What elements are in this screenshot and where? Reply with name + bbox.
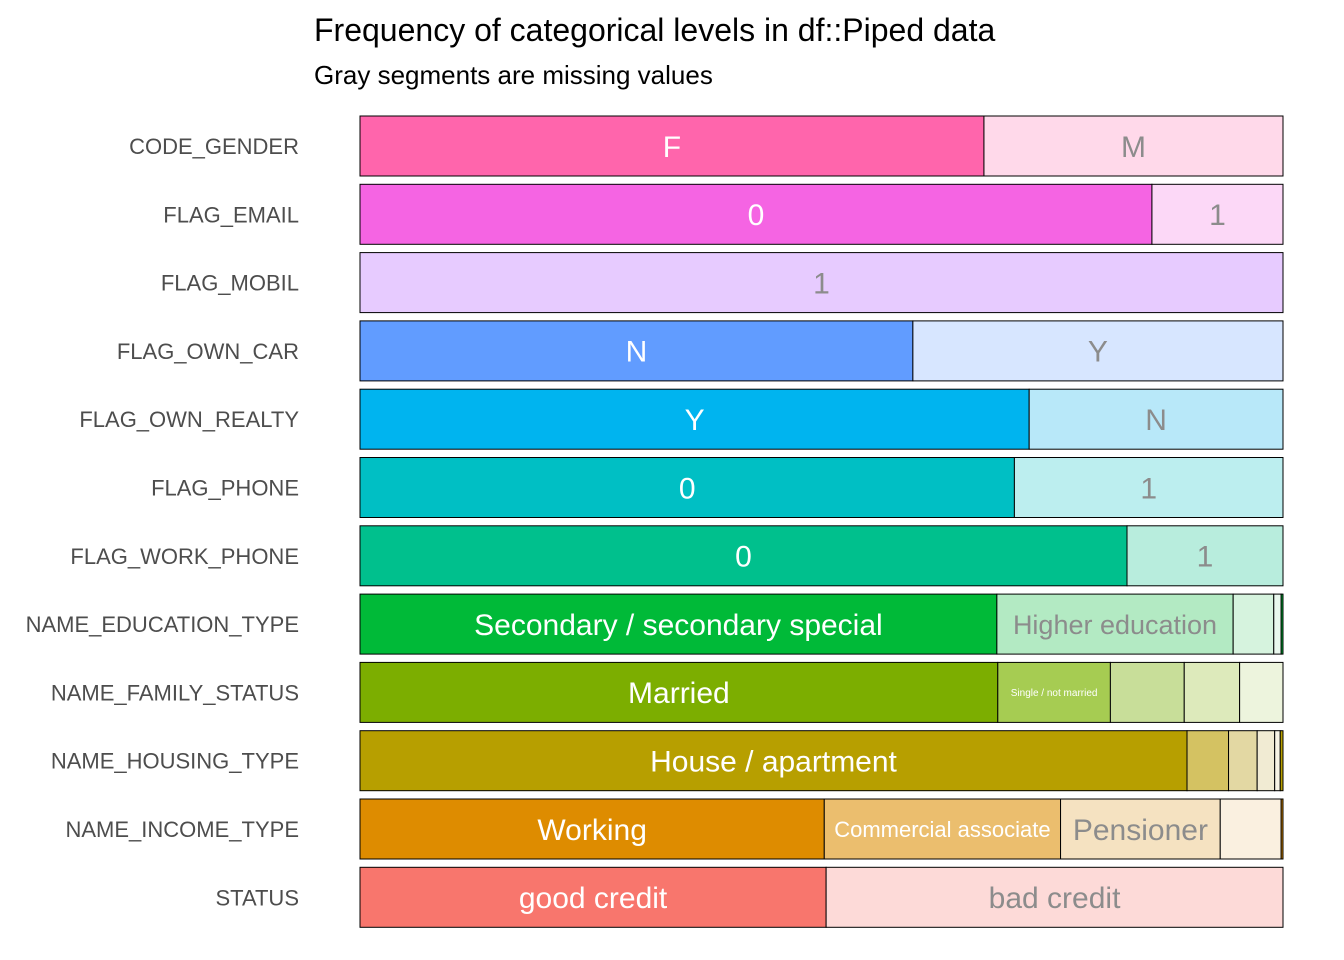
bar-segment [1183, 661, 1241, 723]
bar-segment [1274, 730, 1281, 792]
bar-row: FLAG_PHONE 0 1 [151, 457, 1284, 518]
bar-segment [359, 525, 1128, 587]
chart-subtitle: Gray segments are missing values [314, 60, 713, 90]
bar-row: FLAG_WORK_PHONE 0 1 [70, 525, 1284, 587]
segment-label: 0 [679, 472, 696, 505]
segment-label: 1 [1197, 541, 1214, 574]
bar-segment [823, 798, 1062, 860]
bar-segment [1060, 798, 1221, 860]
segment-label: good credit [519, 882, 668, 915]
bar-segment [825, 866, 1284, 928]
segment-label: F [663, 131, 681, 164]
bar-segment [1273, 593, 1282, 655]
bar-segment [359, 798, 825, 860]
y-axis-label: NAME_FAMILY_STATUS [51, 680, 299, 705]
segment-label: 1 [813, 267, 830, 300]
bar-row: NAME_INCOME_TYPE Working Commercial associ… [66, 798, 1284, 860]
y-axis-label: STATUS [215, 885, 299, 910]
y-axis-label: FLAG_MOBIL [161, 271, 299, 296]
bar-row: FLAG_OWN_CAR N Y [117, 320, 1284, 382]
bar-segment [1109, 661, 1185, 723]
bar-segment [359, 320, 914, 382]
bar-segment [1280, 798, 1284, 860]
bar-row: NAME_FAMILY_STATUS Married Single / not ma… [51, 661, 1284, 723]
bar-row: FLAG_EMAIL 0 1 [163, 183, 1284, 245]
segment-label: Working [537, 814, 646, 847]
bar-segment [996, 593, 1234, 655]
bar-segment [997, 661, 1111, 723]
bar-segment [359, 866, 827, 928]
bar-segment [1126, 525, 1284, 587]
bar-segment [912, 320, 1284, 382]
y-axis-label: FLAG_PHONE [151, 476, 299, 501]
segment-label: Y [685, 404, 705, 437]
bar-row: CODE_GENDER F M [129, 115, 1284, 177]
bar-segment [1256, 730, 1276, 792]
bar-segment [359, 388, 1030, 450]
bar-segment [359, 593, 998, 655]
segment-label: Y [1088, 336, 1108, 369]
segment-label: Pensioner [1073, 814, 1208, 847]
bar-segment [1228, 730, 1258, 792]
bar-segment [359, 730, 1188, 792]
y-axis-label: FLAG_OWN_REALTY [79, 407, 299, 432]
segment-label: Single / not married [1011, 688, 1098, 699]
y-axis-label: NAME_EDUCATION_TYPE [26, 612, 299, 637]
bar-segment [1186, 730, 1230, 792]
y-axis-label: NAME_INCOME_TYPE [66, 817, 300, 842]
segment-label: bad credit [989, 882, 1121, 915]
bar-row: NAME_HOUSING_TYPE House / apartment [51, 730, 1284, 792]
bar-row: NAME_EDUCATION_TYPE Secondary / secondary… [26, 593, 1284, 655]
y-axis-label: FLAG_EMAIL [163, 202, 299, 227]
segment-label: N [1145, 404, 1167, 437]
bar-segment [359, 115, 985, 177]
segment-label: Commercial associate [834, 817, 1050, 842]
y-axis-label: FLAG_OWN_CAR [117, 339, 299, 364]
chart-title: Frequency of categorical levels in df::P… [314, 12, 995, 48]
bar-segment [1232, 593, 1275, 655]
y-axis-label: FLAG_WORK_PHONE [70, 544, 299, 569]
bar-segment [1219, 798, 1282, 860]
bar-segment [1151, 183, 1284, 245]
segment-label: M [1121, 131, 1146, 164]
segment-label: Married [628, 677, 730, 710]
bar-segment [1028, 388, 1284, 450]
bar-segment [359, 457, 1015, 518]
bar-segment [1280, 593, 1284, 655]
segment-label: N [626, 336, 648, 369]
bar-row: FLAG_OWN_REALTY Y N [79, 388, 1284, 450]
bar-segment [359, 252, 1284, 314]
segment-label: House / apartment [650, 746, 897, 779]
bar-row: STATUS good credit bad credit [215, 866, 1284, 928]
bar-segment [983, 115, 1284, 177]
bar-segment [359, 183, 1153, 245]
bar-segment [1239, 661, 1284, 723]
segment-label: 0 [735, 541, 752, 574]
bar-row: FLAG_MOBIL 1 [161, 252, 1284, 314]
y-axis-label: CODE_GENDER [129, 134, 299, 159]
segment-label: 0 [748, 199, 765, 232]
segment-label: Higher education [1013, 610, 1217, 640]
y-axis-label: NAME_HOUSING_TYPE [51, 749, 299, 774]
bar-segment [1279, 730, 1284, 792]
segment-label: 1 [1209, 199, 1226, 232]
bar-segment [1013, 457, 1284, 518]
segment-label: Secondary / secondary special [474, 609, 883, 642]
bar-segment [359, 661, 999, 723]
segment-label: 1 [1140, 472, 1157, 505]
